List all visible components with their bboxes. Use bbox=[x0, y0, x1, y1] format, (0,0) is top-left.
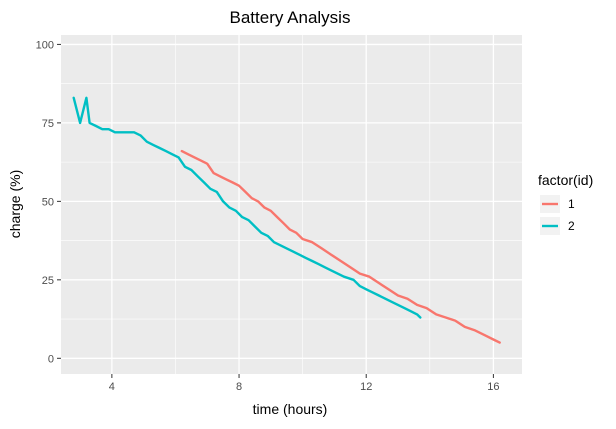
plot-panel bbox=[61, 35, 522, 374]
major-gridlines bbox=[61, 35, 522, 374]
axis-ticks: 4 8 12 16 0 25 50 75 100 bbox=[36, 39, 500, 393]
legend-label-2: 2 bbox=[568, 219, 575, 233]
y-tick-label: 50 bbox=[42, 196, 54, 208]
y-tick-label: 0 bbox=[48, 353, 54, 365]
x-tick-label: 12 bbox=[360, 381, 372, 393]
x-tick-label: 8 bbox=[236, 381, 242, 393]
y-tick-label: 75 bbox=[42, 118, 54, 130]
y-axis-label: charge (%) bbox=[7, 170, 23, 238]
x-axis-label: time (hours) bbox=[253, 401, 328, 417]
y-tick-label: 25 bbox=[42, 275, 54, 287]
minor-gridlines bbox=[61, 35, 522, 374]
series-line-2 bbox=[72, 96, 422, 319]
series-line-1 bbox=[180, 149, 501, 344]
series-layer bbox=[72, 96, 501, 344]
chart-title: Battery Analysis bbox=[230, 8, 351, 27]
x-tick-label: 4 bbox=[109, 381, 115, 393]
y-tick-label: 100 bbox=[36, 39, 54, 51]
legend-title: factor(id) bbox=[538, 172, 593, 188]
x-tick-label: 16 bbox=[487, 381, 499, 393]
legend: factor(id) 1 2 bbox=[538, 172, 593, 235]
legend-label-1: 1 bbox=[568, 197, 575, 211]
